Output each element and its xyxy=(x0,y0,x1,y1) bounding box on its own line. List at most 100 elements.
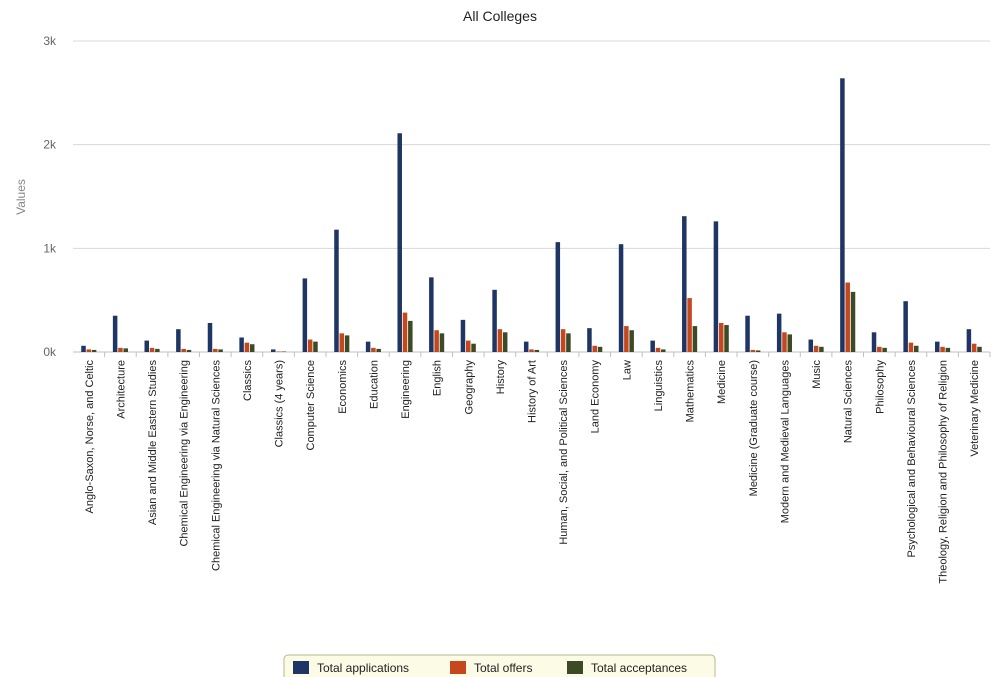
bar[interactable] xyxy=(244,342,250,352)
bar[interactable] xyxy=(402,312,408,352)
bar[interactable] xyxy=(661,349,666,352)
bar[interactable] xyxy=(307,339,313,352)
bar[interactable] xyxy=(502,332,508,352)
bar[interactable] xyxy=(813,345,819,352)
bar[interactable] xyxy=(808,339,814,352)
bar[interactable] xyxy=(597,346,603,352)
bar[interactable] xyxy=(655,347,661,352)
x-category-label: Philosophy xyxy=(874,360,886,414)
bar[interactable] xyxy=(86,349,92,352)
bar[interactable] xyxy=(176,329,181,352)
y-axis-title: Values xyxy=(14,179,28,215)
bar[interactable] xyxy=(149,347,155,352)
bar[interactable] xyxy=(207,322,213,352)
bar[interactable] xyxy=(534,349,540,352)
bar[interactable] xyxy=(123,348,128,352)
bar[interactable] xyxy=(91,349,97,352)
bar[interactable] xyxy=(718,322,724,352)
bar[interactable] xyxy=(845,282,850,352)
bar[interactable] xyxy=(429,277,434,352)
bar[interactable] xyxy=(692,326,698,352)
bar[interactable] xyxy=(460,319,466,352)
bar[interactable] xyxy=(560,329,566,352)
bar[interactable] xyxy=(840,78,845,352)
bar[interactable] xyxy=(877,346,882,352)
bar[interactable] xyxy=(365,341,371,352)
bar[interactable] xyxy=(555,242,561,352)
bar[interactable] xyxy=(618,244,624,352)
bar[interactable] xyxy=(408,320,413,352)
bars xyxy=(81,78,991,357)
bar[interactable] xyxy=(439,333,445,352)
bar[interactable] xyxy=(913,345,919,352)
bar[interactable] xyxy=(940,346,945,352)
bar[interactable] xyxy=(213,348,218,352)
bar[interactable] xyxy=(239,337,244,352)
bar[interactable] xyxy=(903,301,908,352)
bar[interactable] xyxy=(523,341,529,352)
bar[interactable] xyxy=(112,315,118,352)
bar[interactable] xyxy=(434,330,439,352)
bar[interactable] xyxy=(977,346,982,352)
bar[interactable] xyxy=(466,340,471,352)
bar[interactable] xyxy=(945,347,951,352)
x-category-label: Veterinary Medicine xyxy=(969,360,981,457)
bar[interactable] xyxy=(270,349,276,352)
bar[interactable] xyxy=(882,347,887,352)
bar[interactable] xyxy=(713,221,719,352)
bar[interactable] xyxy=(971,343,977,352)
bar[interactable] xyxy=(118,347,123,352)
bar[interactable] xyxy=(935,341,940,352)
bar[interactable] xyxy=(81,345,86,352)
bar[interactable] xyxy=(587,328,592,352)
bar[interactable] xyxy=(144,340,150,352)
bar[interactable] xyxy=(492,289,497,352)
bar[interactable] xyxy=(745,315,750,352)
x-category-label: Classics (4 years) xyxy=(274,360,286,447)
bar[interactable] xyxy=(871,332,877,352)
bar[interactable] xyxy=(376,348,381,352)
bar[interactable] xyxy=(313,341,318,352)
bar[interactable] xyxy=(186,349,192,352)
bar[interactable] xyxy=(529,349,534,352)
bar[interactable] xyxy=(787,334,793,352)
bar[interactable] xyxy=(592,345,597,352)
bar[interactable] xyxy=(755,350,761,352)
bar[interactable] xyxy=(624,326,629,352)
bar[interactable] xyxy=(908,342,914,352)
bar[interactable] xyxy=(776,313,782,352)
bar[interactable] xyxy=(629,330,634,352)
bar[interactable] xyxy=(782,332,787,352)
bar[interactable] xyxy=(302,278,308,352)
bar[interactable] xyxy=(471,343,476,352)
bar[interactable] xyxy=(966,329,972,352)
bar[interactable] xyxy=(566,333,571,352)
chart-title: All Colleges xyxy=(463,8,537,24)
bar[interactable] xyxy=(218,349,223,352)
bar[interactable] xyxy=(371,347,376,352)
bar[interactable] xyxy=(334,229,339,352)
legend-item[interactable]: Total acceptances xyxy=(567,661,687,675)
bar[interactable] xyxy=(281,351,287,352)
bar[interactable] xyxy=(276,351,281,352)
bar[interactable] xyxy=(344,335,350,352)
bar[interactable] xyxy=(339,333,345,352)
bar[interactable] xyxy=(181,348,186,352)
bar[interactable] xyxy=(850,291,856,352)
bar[interactable] xyxy=(249,344,255,352)
bar[interactable] xyxy=(397,133,402,352)
bar[interactable] xyxy=(724,325,729,352)
bar[interactable] xyxy=(155,348,160,352)
bar[interactable] xyxy=(687,298,692,352)
legend-swatch xyxy=(293,661,309,674)
legend[interactable]: Total applications Total offers Total acce… xyxy=(283,654,716,677)
bar[interactable] xyxy=(750,349,756,352)
x-axis-labels: Anglo-Saxon, Norse, and Celtic Architectu… xyxy=(84,360,981,584)
bar[interactable] xyxy=(819,346,824,352)
legend-item[interactable]: Total offers xyxy=(450,661,532,675)
bar[interactable] xyxy=(497,329,503,352)
bar[interactable] xyxy=(650,340,655,352)
legend-item[interactable]: Total applications xyxy=(293,661,409,675)
bar[interactable] xyxy=(682,216,687,352)
